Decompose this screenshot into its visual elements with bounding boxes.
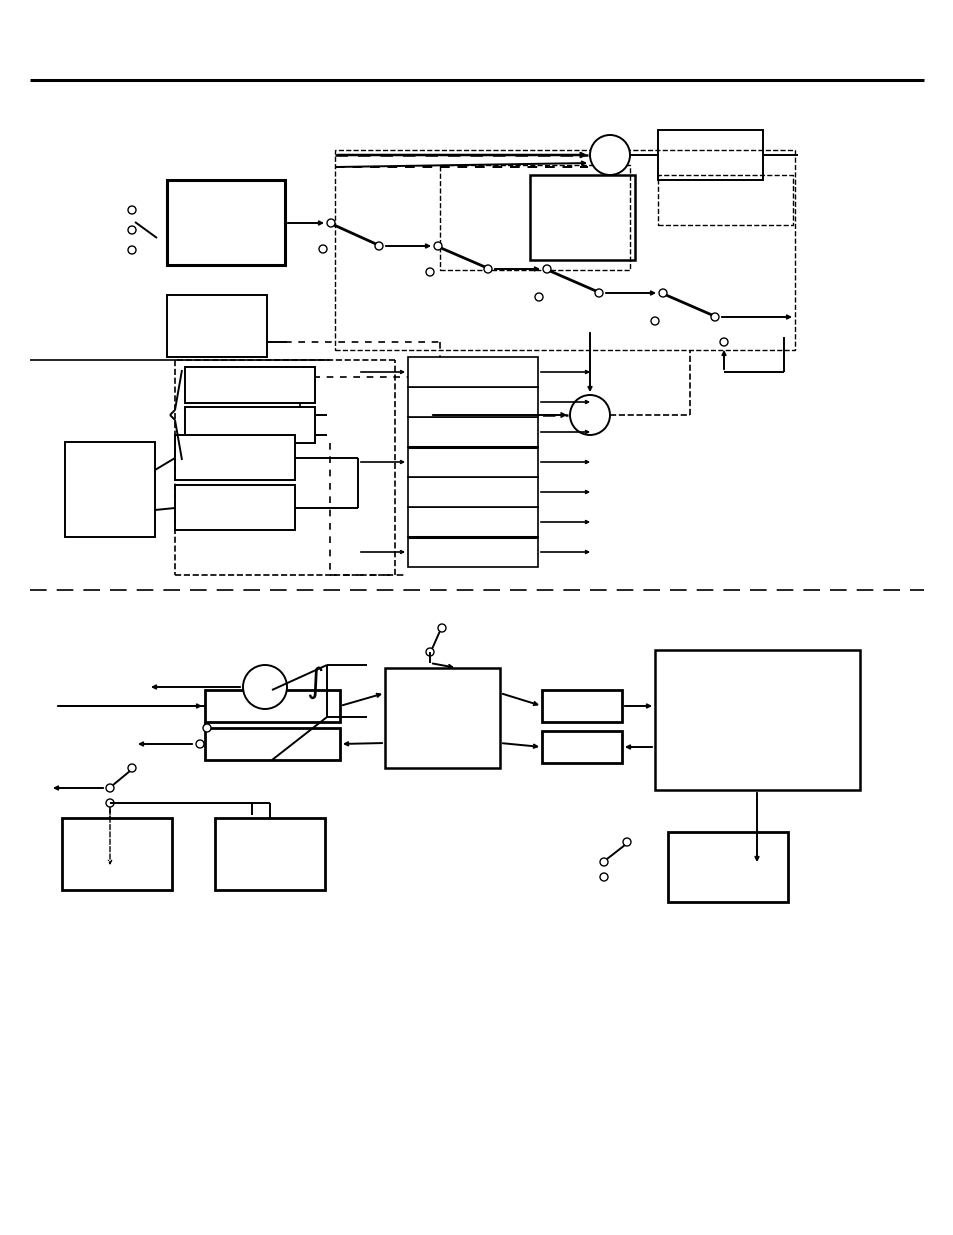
Bar xyxy=(185,367,314,403)
Circle shape xyxy=(650,317,659,325)
Circle shape xyxy=(659,289,666,296)
Circle shape xyxy=(589,135,629,175)
Circle shape xyxy=(426,268,434,275)
Bar xyxy=(408,387,537,417)
Bar xyxy=(174,485,294,530)
Circle shape xyxy=(599,858,607,866)
Circle shape xyxy=(195,740,204,748)
Bar xyxy=(530,175,635,261)
Bar xyxy=(658,130,762,180)
Bar xyxy=(667,832,787,902)
Circle shape xyxy=(535,293,542,301)
Circle shape xyxy=(203,724,211,732)
Circle shape xyxy=(128,226,136,233)
Bar xyxy=(541,690,621,722)
Bar xyxy=(408,477,537,508)
Circle shape xyxy=(437,624,446,632)
Circle shape xyxy=(483,266,492,273)
Circle shape xyxy=(327,219,335,227)
Circle shape xyxy=(426,648,434,656)
Bar xyxy=(408,508,537,537)
Bar xyxy=(655,650,859,790)
Circle shape xyxy=(434,242,441,249)
Bar xyxy=(214,818,325,890)
Bar xyxy=(65,442,154,537)
Circle shape xyxy=(595,289,602,296)
Bar xyxy=(408,447,537,477)
Bar xyxy=(335,149,794,350)
Bar xyxy=(439,165,629,270)
Circle shape xyxy=(318,245,327,253)
Circle shape xyxy=(720,338,727,346)
Circle shape xyxy=(128,764,136,772)
Circle shape xyxy=(569,395,609,435)
Circle shape xyxy=(128,246,136,254)
Bar xyxy=(658,175,792,225)
Circle shape xyxy=(710,312,719,321)
Bar xyxy=(385,668,499,768)
Circle shape xyxy=(106,799,113,806)
Bar xyxy=(205,690,339,722)
Bar xyxy=(205,727,339,760)
Bar xyxy=(408,417,537,447)
Circle shape xyxy=(599,873,607,881)
Bar xyxy=(174,435,294,480)
Bar xyxy=(167,295,267,357)
Circle shape xyxy=(106,784,113,792)
Bar xyxy=(185,408,314,443)
Circle shape xyxy=(243,664,287,709)
Bar xyxy=(541,731,621,763)
Circle shape xyxy=(375,242,382,249)
Text: $\int$: $\int$ xyxy=(306,664,323,701)
Bar xyxy=(62,818,172,890)
Circle shape xyxy=(128,206,136,214)
Circle shape xyxy=(622,839,630,846)
Bar xyxy=(408,357,537,387)
Circle shape xyxy=(542,266,551,273)
Bar xyxy=(408,537,537,567)
Bar xyxy=(167,180,285,266)
